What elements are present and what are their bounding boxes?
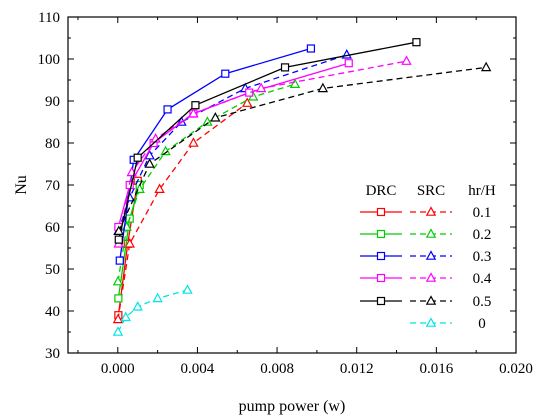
- series-layer: [112, 38, 492, 336]
- legend-marker-src: [425, 272, 437, 282]
- data-point: [412, 38, 421, 47]
- legend-header: DRC: [366, 183, 397, 199]
- data-point: [202, 116, 213, 126]
- y-axis-label: Nu: [13, 175, 30, 195]
- legend-label: 0.2: [473, 227, 492, 243]
- plot-frame: [67, 16, 517, 354]
- x-tick-label: 0.008: [260, 361, 294, 377]
- data-point: [401, 55, 412, 65]
- legend-marker-src: [425, 317, 437, 327]
- data-point: [152, 292, 163, 303]
- data-point: [480, 61, 492, 72]
- data-point: [306, 44, 316, 53]
- legend-row: 0.5: [360, 294, 491, 310]
- data-point: [280, 63, 290, 72]
- legend-marker-src: [425, 250, 437, 260]
- legend-row: 0.2: [360, 227, 491, 243]
- legend-label: 0.3: [473, 249, 492, 265]
- legend-row: 0.4: [360, 271, 492, 287]
- legend-label: 0.5: [473, 294, 492, 310]
- legend-marker-src: [425, 228, 437, 238]
- x-tick-label: 0.004: [181, 361, 215, 377]
- data-point: [317, 82, 329, 93]
- data-point: [112, 313, 124, 324]
- series-src-0: [112, 284, 193, 336]
- data-point: [144, 158, 155, 168]
- data-point: [241, 97, 253, 107]
- data-point: [112, 326, 124, 336]
- y-tick-label: 80: [45, 136, 60, 152]
- data-point: [341, 49, 352, 59]
- legend-marker-src: [425, 295, 437, 305]
- y-tick-label: 50: [45, 262, 60, 278]
- data-point: [210, 112, 221, 122]
- y-tick-label: 30: [45, 346, 60, 362]
- legend-header: SRC: [417, 183, 445, 199]
- series-line: [117, 54, 348, 232]
- data-point: [191, 101, 200, 110]
- y-tick-label: 90: [45, 94, 60, 110]
- data-point: [114, 235, 123, 244]
- legend-marker-drc: [376, 251, 386, 261]
- legend-label: 0: [478, 316, 486, 332]
- y-tick-label: 60: [45, 220, 60, 236]
- series-src-0_4: [113, 55, 412, 248]
- x-tick-label: 0.000: [101, 361, 135, 377]
- data-point: [132, 301, 143, 311]
- legend-header: hr/H: [468, 183, 496, 199]
- data-point: [113, 225, 124, 235]
- series-drc-0_5: [114, 38, 421, 244]
- y-tick-label: 70: [45, 178, 60, 194]
- data-point: [120, 311, 131, 322]
- data-point: [133, 153, 142, 162]
- data-point: [115, 256, 124, 265]
- series-drc-0_3: [115, 44, 316, 265]
- data-point: [344, 59, 353, 68]
- data-point: [255, 82, 267, 93]
- data-point: [221, 69, 230, 78]
- data-point: [112, 275, 124, 286]
- data-point: [289, 78, 301, 89]
- legend-row: 0.1: [360, 205, 491, 221]
- series-line: [117, 289, 188, 333]
- legend-row: 0: [410, 316, 486, 332]
- x-tick-label: 0.012: [340, 361, 374, 377]
- data-point: [188, 107, 199, 118]
- y-tick-label: 100: [38, 52, 61, 68]
- legend-marker-src: [425, 206, 437, 216]
- legend-marker-drc: [376, 207, 386, 217]
- legend-marker-drc: [376, 296, 386, 306]
- series-line: [117, 60, 407, 244]
- y-tick-label: 40: [45, 304, 60, 320]
- data-point: [154, 183, 165, 193]
- data-point: [124, 238, 135, 248]
- axes-layer: 0.000 0.004 0.008 0.012 0.016 0.020 30 40 50 60 70…: [38, 10, 533, 377]
- x-tick-label: 0.016: [419, 361, 453, 377]
- data-point: [114, 294, 123, 303]
- legend: DRC SRC hr/H 0.1 0.2 0.3 0.4 0.5 0: [360, 183, 496, 332]
- data-point: [160, 145, 171, 156]
- y-tick-label: 110: [38, 10, 60, 26]
- series-src-0_1: [112, 97, 253, 324]
- x-tick-label: 0.020: [499, 361, 533, 377]
- legend-marker-drc: [376, 273, 386, 283]
- legend-marker-drc: [376, 229, 386, 239]
- data-point: [182, 284, 193, 294]
- series-line: [117, 83, 296, 282]
- data-point: [188, 137, 199, 147]
- legend-row: 0.3: [360, 249, 491, 265]
- x-axis-label: pump power (w): [239, 398, 346, 415]
- legend-label: 0.1: [473, 205, 492, 221]
- legend-label: 0.4: [473, 271, 492, 287]
- series-src-0_5: [113, 61, 492, 235]
- data-point: [245, 88, 254, 97]
- data-point: [163, 105, 172, 114]
- series-line: [117, 102, 248, 320]
